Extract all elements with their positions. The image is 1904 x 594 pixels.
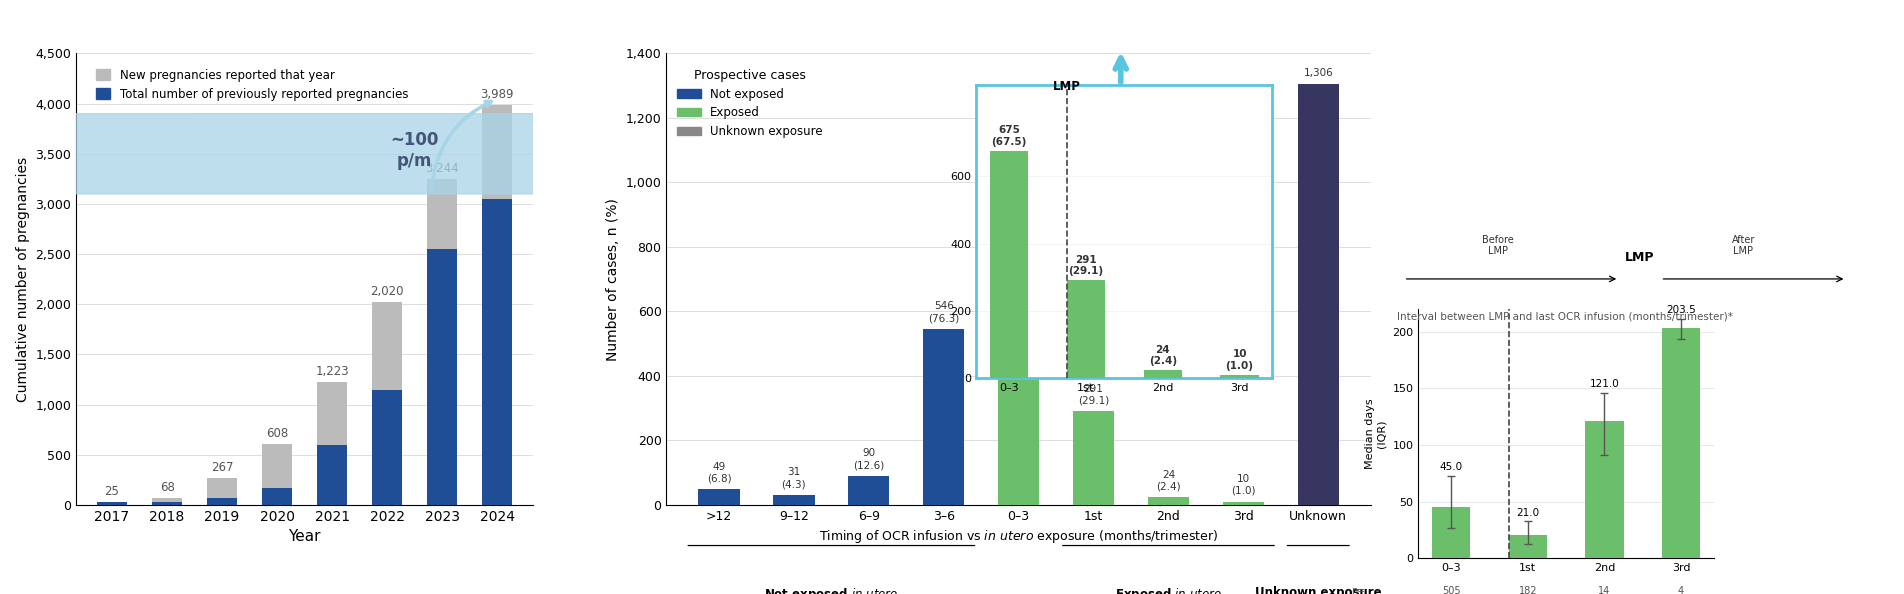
Bar — [847, 476, 889, 505]
Legend: New pregnancies reported that year, Total number of previously reported pregnanc: New pregnancies reported that year, Tota… — [91, 64, 413, 105]
Text: 3,244: 3,244 — [425, 162, 459, 175]
Text: Interval between LMP and last OCR infusion (months/trimester)*: Interval between LMP and last OCR infusi… — [1398, 312, 1733, 322]
X-axis label: Timing of OCR infusion vs $\it{in\ utero}$ exposure (months/trimester): Timing of OCR infusion vs $\it{in\ utero… — [819, 528, 1219, 545]
Text: 68: 68 — [160, 481, 175, 494]
Bar — [208, 478, 238, 498]
Bar — [318, 382, 347, 445]
Bar — [773, 495, 815, 505]
Text: 291
(29.1): 291 (29.1) — [1078, 384, 1110, 405]
Bar — [1148, 497, 1190, 505]
Bar — [1432, 507, 1470, 558]
Text: ~100
p/m: ~100 p/m — [390, 131, 440, 170]
Bar — [371, 302, 402, 390]
Text: 14: 14 — [1597, 586, 1611, 594]
Text: 3,989: 3,989 — [480, 88, 514, 101]
Bar — [1662, 327, 1700, 558]
Text: Exposed $\it{in\ utero}$
33.1%†: Exposed $\it{in\ utero}$ 33.1%† — [1116, 586, 1222, 594]
Text: 49
(6.8): 49 (6.8) — [706, 462, 731, 484]
Text: 45.0: 45.0 — [1439, 462, 1462, 472]
Text: 608: 608 — [267, 427, 288, 440]
Text: 546
(76.3): 546 (76.3) — [927, 301, 960, 323]
Text: 505: 505 — [1441, 586, 1460, 594]
Text: 24
(2.4): 24 (2.4) — [1156, 470, 1180, 491]
Text: Unknown exposure
time 43.2%†: Unknown exposure time 43.2%† — [1255, 586, 1382, 594]
Text: 267: 267 — [211, 461, 234, 474]
Bar — [318, 445, 347, 505]
Bar — [699, 489, 739, 505]
Bar — [152, 498, 183, 503]
Bar — [1074, 411, 1114, 505]
X-axis label: Year: Year — [288, 529, 322, 544]
Bar — [426, 179, 457, 249]
Text: Not exposed $\it{in\ utero}$
23.7%†: Not exposed $\it{in\ utero}$ 23.7%† — [764, 586, 899, 594]
Bar — [923, 329, 963, 505]
Bar — [482, 105, 512, 199]
Text: LMP: LMP — [1626, 251, 1655, 264]
Bar — [1586, 421, 1624, 558]
Bar — [1299, 84, 1339, 505]
Text: n=: n= — [1352, 586, 1365, 594]
Text: After
LMP: After LMP — [1731, 235, 1755, 257]
Text: 675
(67.5): 675 (67.5) — [1003, 260, 1034, 282]
Text: 121.0: 121.0 — [1590, 380, 1618, 390]
Bar — [426, 249, 457, 505]
Text: 21.0: 21.0 — [1516, 507, 1538, 517]
Text: 1,223: 1,223 — [316, 365, 348, 378]
Bar — [371, 390, 402, 505]
Text: 203.5: 203.5 — [1666, 305, 1696, 315]
Text: 90
(12.6): 90 (12.6) — [853, 448, 885, 470]
Bar — [1222, 502, 1264, 505]
Text: Before
LMP: Before LMP — [1483, 235, 1514, 257]
Bar — [998, 287, 1040, 505]
Bar — [152, 503, 183, 505]
Bar — [263, 444, 291, 488]
Text: 4: 4 — [1677, 586, 1683, 594]
Bar — [97, 503, 128, 505]
Text: 25: 25 — [105, 485, 120, 498]
Y-axis label: Median days
(IQR): Median days (IQR) — [1365, 399, 1386, 469]
Legend: Not exposed, Exposed, Unknown exposure: Not exposed, Exposed, Unknown exposure — [672, 64, 828, 143]
Circle shape — [0, 113, 1904, 194]
Bar — [1508, 535, 1546, 558]
Text: 10
(1.0): 10 (1.0) — [1232, 474, 1255, 496]
Bar — [482, 199, 512, 505]
Y-axis label: Number of cases, n (%): Number of cases, n (%) — [605, 198, 621, 361]
Text: 182: 182 — [1519, 586, 1537, 594]
Text: 1,306: 1,306 — [1304, 68, 1333, 78]
Text: 2,020: 2,020 — [371, 285, 404, 298]
Y-axis label: Cumulative number of pregnancies: Cumulative number of pregnancies — [15, 157, 30, 402]
Bar — [208, 498, 238, 505]
Text: 31
(4.3): 31 (4.3) — [783, 467, 805, 489]
Bar — [263, 488, 291, 505]
